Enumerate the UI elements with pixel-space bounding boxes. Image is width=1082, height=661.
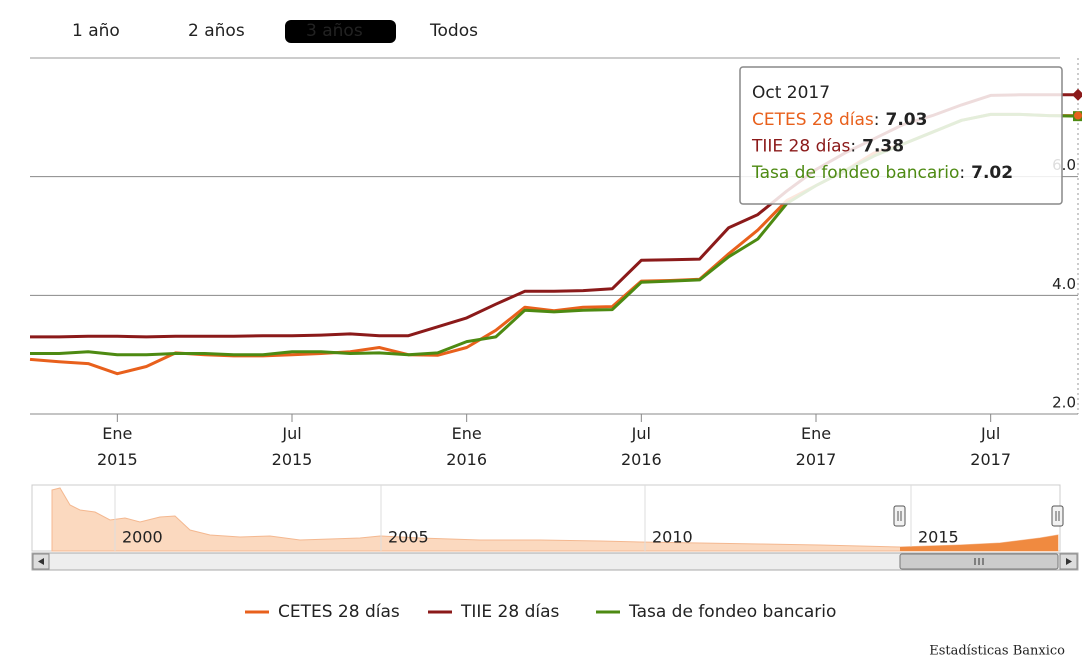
credit[interactable]: Estadísticas Banxico [929, 644, 1065, 659]
x-tick-label-part: 2015 [272, 450, 313, 469]
tooltip-value: 7.02 [971, 163, 1013, 183]
navigator-handle-right[interactable] [1051, 505, 1064, 527]
tooltip-series-name: Tasa de fondeo bancario [751, 163, 959, 183]
tooltip-series-name: CETES 28 días [752, 110, 874, 130]
legend-label[interactable]: CETES 28 días [278, 602, 400, 622]
arrow-icon [1066, 558, 1072, 565]
x-tick-label-part: Ene [801, 424, 831, 443]
grip-icon [897, 511, 902, 521]
x-tick-label-part: Jul [631, 424, 651, 443]
tooltip [739, 66, 1063, 205]
tooltip-header: Oct 2017 [752, 83, 830, 103]
x-tick-label-part: 2015 [97, 450, 138, 469]
x-tick-label-part: Jul [980, 424, 1000, 443]
tooltip-series-name: TIIE 28 días [751, 137, 851, 157]
hover-marker [1074, 111, 1082, 120]
y-tick-label: 2.0 [1052, 394, 1076, 412]
navigator-label: 2005 [388, 528, 429, 547]
navigator-label: 2000 [122, 528, 163, 547]
x-tick-label: Ene 2015 [97, 424, 138, 469]
navigator-label: 2015 [918, 528, 959, 547]
navigator: 2000 2005 2010 2015 [31, 484, 1079, 571]
x-tick-label: Jul 2015 [272, 424, 313, 469]
x-tick-label-part: 2016 [446, 450, 487, 469]
x-tick-label-part: 2017 [970, 450, 1011, 469]
grip-icon [1055, 511, 1060, 521]
tooltip-value: 7.38 [862, 137, 904, 157]
x-tick-label-part: Jul [281, 424, 301, 443]
legend-label[interactable]: Tasa de fondeo bancario [628, 602, 836, 622]
range-button[interactable]: 2 años [188, 21, 245, 41]
x-tick-label-part: Ene [452, 424, 482, 443]
x-tick-label: Ene 2017 [796, 424, 837, 469]
range-button[interactable]: 3 años [306, 21, 363, 41]
tooltip-row: Tasa de fondeo bancario: 7.02 [751, 163, 1013, 183]
tooltip-separator: : [874, 110, 880, 130]
navigator-selected-area [900, 535, 1058, 551]
legend-label[interactable]: TIIE 28 días [460, 602, 560, 622]
tooltip-row: TIIE 28 días: 7.38 [751, 137, 904, 157]
scrollbar-track[interactable] [31, 552, 1079, 571]
x-tick-label-part: 2017 [796, 450, 837, 469]
arrow-icon [38, 558, 44, 565]
navigator-handle-left[interactable] [893, 505, 906, 527]
tooltip-separator: : [959, 163, 965, 183]
range-button-selected[interactable] [285, 20, 396, 43]
tooltip-separator: : [850, 137, 856, 157]
range-button[interactable]: 1 año [72, 21, 120, 41]
range-button[interactable]: Todos [429, 21, 478, 41]
x-tick-label: Ene 2016 [446, 424, 487, 469]
y-tick-label: 4.0 [1052, 275, 1076, 293]
navigator-label: 2010 [652, 528, 693, 547]
tooltip-value: 7.03 [886, 110, 928, 130]
grip-icon [974, 558, 984, 565]
x-tick-label: Jul 2017 [970, 424, 1011, 469]
tooltip-row: CETES 28 días: 7.03 [752, 110, 927, 130]
hover-marker [1072, 88, 1082, 101]
x-tick-label: Jul 2016 [621, 424, 662, 469]
x-tick-label-part: 2016 [621, 450, 662, 469]
x-tick-label-part: Ene [102, 424, 132, 443]
